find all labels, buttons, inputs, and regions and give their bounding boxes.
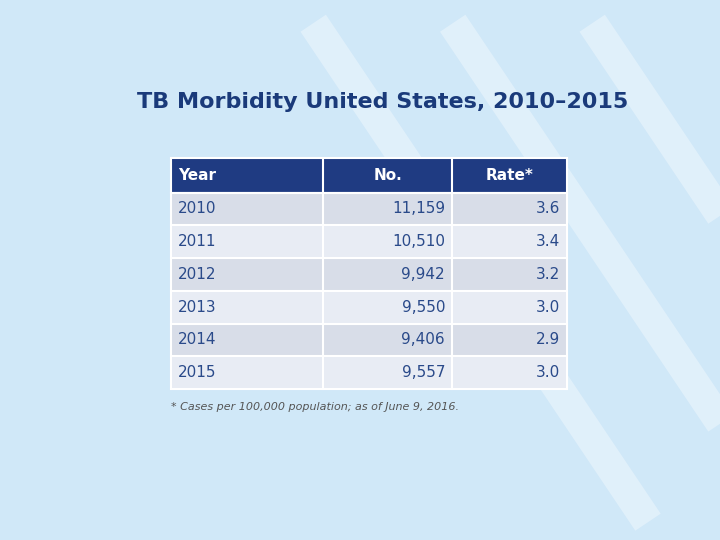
Bar: [452, 192, 567, 225]
Text: 2012: 2012: [178, 267, 217, 282]
Bar: [452, 356, 567, 389]
Text: 3.0: 3.0: [536, 365, 560, 380]
Text: 9,557: 9,557: [402, 365, 445, 380]
Text: 9,942: 9,942: [402, 267, 445, 282]
Bar: [171, 356, 323, 389]
Text: 9,550: 9,550: [402, 300, 445, 315]
Text: 2014: 2014: [178, 333, 217, 347]
Bar: [452, 225, 567, 258]
Bar: [323, 291, 452, 323]
Bar: [323, 225, 452, 258]
Text: 2010: 2010: [178, 201, 217, 217]
Text: 3.4: 3.4: [536, 234, 560, 249]
Text: 3.0: 3.0: [536, 300, 560, 315]
Text: * Cases per 100,000 population; as of June 9, 2016.: * Cases per 100,000 population; as of Ju…: [171, 402, 459, 411]
Text: 11,159: 11,159: [392, 201, 445, 217]
Text: TB Morbidity United States, 2010–2015: TB Morbidity United States, 2010–2015: [138, 92, 629, 112]
Text: 2013: 2013: [178, 300, 217, 315]
Text: 3.6: 3.6: [536, 201, 560, 217]
Text: 2011: 2011: [178, 234, 217, 249]
Text: 2.9: 2.9: [536, 333, 560, 347]
Bar: [452, 323, 567, 356]
Text: 2015: 2015: [178, 365, 217, 380]
Text: 9,406: 9,406: [402, 333, 445, 347]
Bar: [171, 225, 323, 258]
Bar: [452, 158, 567, 192]
Bar: [323, 356, 452, 389]
Bar: [171, 258, 323, 291]
Text: No.: No.: [374, 168, 402, 183]
Text: 3.2: 3.2: [536, 267, 560, 282]
Text: Year: Year: [178, 168, 216, 183]
Text: 10,510: 10,510: [392, 234, 445, 249]
Text: Rate*: Rate*: [486, 168, 534, 183]
Bar: [323, 323, 452, 356]
Bar: [323, 158, 452, 192]
Bar: [323, 192, 452, 225]
Bar: [171, 158, 323, 192]
Bar: [452, 291, 567, 323]
Bar: [323, 258, 452, 291]
Bar: [171, 192, 323, 225]
Bar: [452, 258, 567, 291]
Bar: [171, 291, 323, 323]
Bar: [171, 323, 323, 356]
